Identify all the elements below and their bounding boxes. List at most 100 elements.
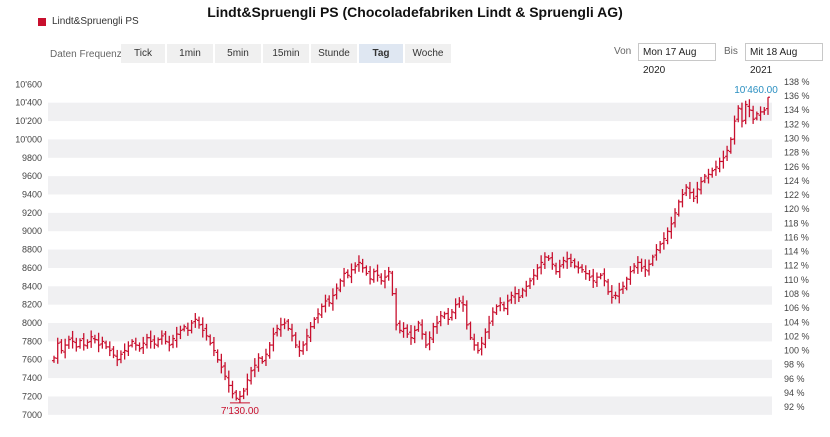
ohlc-bar (375, 264, 380, 282)
ohlc-bar (107, 341, 112, 357)
ohlc-bar (81, 333, 86, 351)
from-date-field[interactable]: Mon 17 Aug 2020 (638, 43, 716, 76)
ohlc-bar (368, 266, 373, 285)
ohlc-bar (628, 266, 633, 285)
ohlc-bar (706, 168, 711, 184)
y2-tick-label: 138 % (784, 77, 810, 87)
ohlc-bar (275, 324, 280, 337)
ohlc-bar (423, 331, 428, 349)
ohlc-bar (498, 297, 503, 312)
ohlc-bar (427, 331, 432, 351)
ohlc-bar (122, 343, 127, 360)
ohlc-bar (520, 287, 525, 299)
ohlc-bar (758, 106, 763, 121)
y2-tick-label: 94 % (784, 388, 805, 398)
y2-tick-label: 112 % (784, 261, 809, 271)
ohlc-bar (115, 349, 120, 367)
ohlc-bar (297, 340, 302, 357)
y2-tick-label: 120 % (784, 204, 810, 214)
ohlc-bar (736, 105, 741, 123)
grid-band (48, 212, 772, 232)
grid-band (48, 176, 772, 195)
ohlc-bar (89, 330, 94, 348)
ohlc-bar (494, 304, 499, 315)
ohlc-bar (301, 341, 306, 355)
y2-tick-label: 106 % (784, 303, 810, 313)
ohlc-bar (580, 264, 585, 273)
ohlc-bar (431, 322, 436, 344)
ohlc-bar (702, 173, 707, 184)
ohlc-bar (330, 288, 335, 311)
ohlc-bar (338, 278, 343, 293)
ohlc-bar (219, 353, 224, 374)
ohlc-bar (382, 269, 387, 289)
ohlc-bar (606, 278, 611, 295)
y-tick-label: 9600 (22, 171, 42, 181)
ohlc-bar (457, 297, 462, 308)
y-tick-label: 9200 (22, 208, 42, 218)
ohlc-bar (487, 315, 492, 339)
ohlc-bar (490, 307, 495, 326)
tab-woche[interactable]: Woche (405, 44, 451, 63)
grid-band (48, 359, 772, 379)
tab-stunde[interactable]: Stunde (311, 44, 357, 63)
y-axis-left: 7000 7200 7400 7600 7800 8000 8200 8400 8600 8800… (15, 79, 42, 419)
ohlc-bar (55, 337, 60, 364)
ohlc-bar (542, 252, 547, 269)
ohlc-bar (70, 330, 75, 349)
y-axis-right: 92 % 94 % 96 % 98 % 100 % 102 % 104 % 106 % 108 … (784, 77, 810, 412)
ohlc-bar (74, 337, 79, 352)
ohlc-bar (342, 267, 347, 287)
y2-tick-label: 118 % (784, 218, 809, 228)
tab-1min[interactable]: 1min (167, 44, 213, 63)
y2-tick-label: 98 % (784, 360, 805, 370)
ohlc-bar (96, 332, 101, 353)
ohlc-bar (609, 285, 614, 304)
ohlc-bar (118, 350, 123, 364)
ohlc-bar (661, 232, 666, 250)
ohlc-bar (587, 269, 592, 281)
legend[interactable]: Lindt&Spruengli PS (38, 16, 139, 27)
ohlc-bar (130, 339, 135, 348)
ohlc-bar (721, 150, 726, 169)
tab-15min[interactable]: 15min (263, 44, 309, 63)
frequency-tabs: Tick 1min 5min 15min Stunde Tag Woche (121, 44, 451, 63)
ohlc-bar (691, 188, 696, 203)
ohlc-bar (531, 268, 536, 286)
high-annotation: 10'460.00 (734, 85, 778, 96)
ohlc-bar (449, 308, 454, 321)
ohlc-bar (479, 336, 484, 356)
ohlc-series (52, 96, 770, 403)
ohlc-bar (673, 208, 678, 228)
ohlc-bar (308, 322, 313, 343)
y-tick-label: 8000 (22, 318, 42, 328)
ohlc-bar (349, 263, 354, 284)
ohlc-bar (304, 328, 309, 352)
ohlc-bar (680, 189, 685, 208)
y2-tick-label: 108 % (784, 289, 810, 299)
ohlc-bar (409, 325, 413, 345)
grid-bands (48, 102, 772, 415)
tab-tag[interactable]: Tag (359, 44, 403, 63)
ohlc-bar (505, 294, 510, 316)
ohlc-bar (59, 339, 64, 354)
ohlc-bar (732, 115, 737, 145)
ohlc-bar (754, 111, 759, 121)
ohlc-bar (52, 355, 56, 363)
ohlc-bar (156, 337, 161, 348)
frequency-label: Daten Frequenz (50, 49, 122, 60)
ohlc-bar (472, 333, 477, 351)
grid-band (48, 139, 772, 158)
ohlc-bar (475, 342, 480, 354)
y-tick-label: 10'400 (15, 98, 42, 108)
to-date-field[interactable]: Mit 18 Aug 2021 (745, 43, 823, 76)
tab-tick[interactable]: Tick (121, 44, 165, 63)
ohlc-bar (405, 324, 410, 338)
ohlc-bar (620, 281, 625, 294)
y2-tick-label: 126 % (784, 162, 810, 172)
ohlc-bar (561, 256, 566, 269)
ohlc-bar (684, 184, 689, 197)
tab-5min[interactable]: 5min (215, 44, 261, 63)
ohlc-bar (647, 259, 651, 276)
